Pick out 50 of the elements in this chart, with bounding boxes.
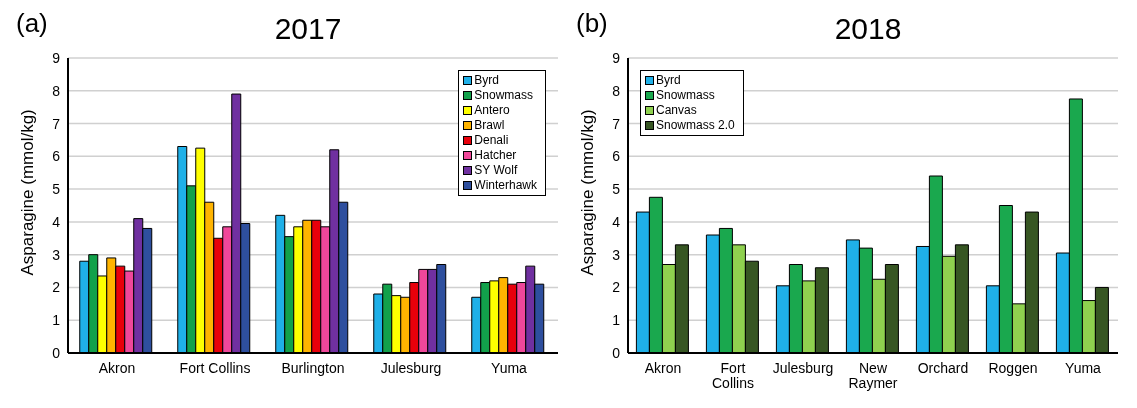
chart-title: 2017 — [274, 12, 342, 45]
x-tick-label: Fort Collins — [179, 360, 251, 376]
legend-label: Antero — [473, 103, 511, 118]
y-tick-label: 8 — [612, 82, 621, 99]
y-tick-label: 5 — [52, 181, 61, 198]
y-tick-label: 1 — [612, 312, 621, 329]
x-tick-label: Akron — [98, 360, 136, 376]
y-tick-label: 2 — [612, 279, 621, 296]
y-tick-label: 6 — [52, 148, 61, 165]
text: (a) — [16, 8, 48, 39]
x-tick-label: Roggen — [988, 360, 1038, 376]
y-tick-label: 4 — [612, 213, 621, 230]
y-tick-label: 5 — [612, 181, 621, 198]
y-axis-title: Asparagine (mmol/kg) — [18, 109, 38, 276]
x-tick-label: Julesburg — [380, 360, 442, 376]
chart-title: 2018 — [834, 12, 902, 45]
legend-label: Canvas — [655, 103, 698, 118]
y-tick-label: 8 — [52, 82, 61, 99]
y-tick-label: 3 — [52, 246, 61, 263]
x-tick-label: Burlington — [281, 360, 345, 376]
y-tick-label: 7 — [52, 115, 61, 132]
y-tick-label: 7 — [612, 115, 621, 132]
y-axis-title: Asparagine (mmol/kg) — [578, 109, 598, 276]
x-tick-label: Akron — [644, 360, 682, 376]
y-tick-label: 1 — [52, 312, 61, 329]
x-tick-label: Yuma — [491, 360, 528, 376]
y-tick-label: 3 — [612, 246, 621, 263]
legend-label: Brawl — [473, 118, 506, 133]
legend-label: Hatcher — [473, 148, 518, 163]
x-tick-label: New Raymer — [848, 360, 898, 391]
y-tick-label: 2 — [52, 279, 61, 296]
legend-label: Denali — [473, 133, 510, 148]
legend-label: Snowmass 2.0 — [655, 118, 735, 133]
y-tick-label: 9 — [52, 49, 61, 66]
legend-label: Byrd — [655, 73, 682, 88]
y-tick-label: 6 — [612, 148, 621, 165]
x-tick-label: Orchard — [917, 360, 969, 376]
legend-label: Snowmass — [473, 88, 534, 103]
y-tick-label: 0 — [52, 344, 61, 361]
legend-label: Byrd — [473, 73, 500, 88]
y-tick-label: 9 — [612, 49, 621, 66]
y-tick-label: 4 — [52, 213, 61, 230]
text: (b) — [576, 8, 608, 39]
legend-label: Snowmass — [655, 88, 716, 103]
x-tick-label: Yuma — [1065, 360, 1102, 376]
legend-label: Winterhawk — [473, 178, 537, 193]
x-tick-label: Julesburg — [772, 360, 834, 376]
legend-label: SY Wolf — [473, 163, 519, 178]
y-tick-label: 0 — [612, 344, 621, 361]
x-tick-label: Fort Collins — [711, 360, 755, 391]
